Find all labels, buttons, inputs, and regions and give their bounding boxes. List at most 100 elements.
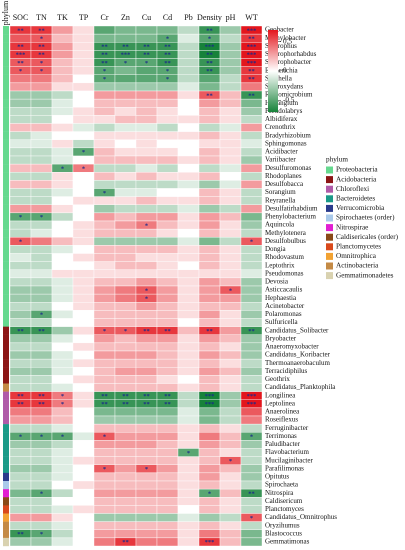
significance-label: ** bbox=[143, 44, 150, 51]
row-label: Rhodovastum bbox=[265, 253, 304, 261]
heat-cell bbox=[135, 521, 158, 530]
heat-cell bbox=[9, 293, 32, 303]
heat-cell bbox=[51, 383, 74, 392]
heat-cell bbox=[177, 212, 200, 222]
heat-cell bbox=[198, 163, 221, 173]
significance-label: * bbox=[250, 515, 253, 522]
significance-label: *** bbox=[247, 60, 257, 67]
heat-cell bbox=[51, 123, 74, 132]
heat-cell bbox=[72, 155, 95, 165]
heat-cell bbox=[9, 537, 32, 547]
heat-cell bbox=[219, 293, 242, 303]
heat-cell bbox=[219, 383, 242, 392]
heat-cell bbox=[72, 188, 95, 197]
row-label: Ferruginibacter bbox=[265, 424, 309, 432]
phylum-strip bbox=[3, 505, 9, 514]
heat-cell bbox=[93, 98, 116, 108]
legend-label: Proteobacteria bbox=[336, 166, 378, 174]
heat-cell bbox=[177, 25, 200, 35]
row-label: Crenothrix bbox=[265, 123, 296, 131]
row-label: Leptolinea bbox=[265, 399, 296, 407]
heat-cell bbox=[51, 513, 74, 522]
heat-cell bbox=[51, 472, 74, 482]
heat-cell bbox=[135, 472, 158, 482]
heat-cell bbox=[240, 115, 263, 124]
heat-cell bbox=[114, 123, 137, 132]
heat-cell bbox=[198, 383, 221, 392]
heat-cell bbox=[93, 440, 116, 449]
heat-cell bbox=[240, 188, 263, 197]
heat-cell bbox=[51, 50, 74, 59]
heat-cell bbox=[219, 147, 242, 157]
heat-cell bbox=[177, 415, 200, 425]
heat-cell bbox=[156, 285, 179, 295]
heat-cell bbox=[30, 115, 53, 124]
heat-cell bbox=[219, 367, 242, 376]
heat-cell bbox=[72, 212, 95, 222]
heat-cell bbox=[114, 115, 137, 124]
significance-label: ** bbox=[164, 44, 171, 51]
heat-cell bbox=[93, 537, 116, 547]
significance-label: * bbox=[40, 68, 43, 75]
heat-cell bbox=[72, 505, 95, 514]
significance-label: * bbox=[250, 434, 253, 441]
heat-cell bbox=[156, 432, 179, 441]
heat-cell bbox=[51, 131, 74, 140]
heat-cell bbox=[240, 82, 263, 92]
heat-cell bbox=[114, 448, 137, 457]
heat-cell bbox=[219, 375, 242, 384]
heat-cell bbox=[219, 521, 242, 530]
heat-cell bbox=[30, 253, 53, 262]
heat-cell bbox=[9, 383, 32, 392]
heat-cell bbox=[51, 407, 74, 417]
phylum-strip bbox=[3, 326, 9, 335]
heat-cell bbox=[93, 367, 116, 376]
heat-cell bbox=[135, 82, 158, 92]
heat-cell bbox=[51, 326, 74, 335]
row-label: Sideroxydans bbox=[265, 83, 303, 91]
phylum-strip bbox=[3, 359, 9, 368]
heat-cell bbox=[156, 98, 179, 108]
heat-cell bbox=[30, 456, 53, 465]
heat-cell bbox=[177, 261, 200, 270]
heat-cell bbox=[198, 204, 221, 214]
heat-cell bbox=[72, 277, 95, 287]
heat-cell bbox=[72, 107, 95, 116]
heat-cell bbox=[177, 196, 200, 205]
heat-cell bbox=[114, 180, 137, 189]
heat-cell bbox=[177, 505, 200, 514]
heat-cell bbox=[177, 472, 200, 482]
heat-cell bbox=[156, 375, 179, 384]
column-label: Cd bbox=[163, 13, 172, 22]
row-label: Desulfuromonas bbox=[265, 164, 312, 172]
heat-cell bbox=[9, 375, 32, 384]
heat-cell bbox=[51, 220, 74, 230]
column-label: TK bbox=[57, 13, 68, 22]
heat-cell bbox=[219, 25, 242, 35]
heat-cell bbox=[219, 196, 242, 205]
heat-cell bbox=[198, 367, 221, 376]
heat-cell bbox=[177, 90, 200, 100]
heat-cell bbox=[30, 407, 53, 417]
heat-cell bbox=[240, 261, 263, 270]
significance-label: * bbox=[145, 222, 148, 229]
heat-cell bbox=[240, 464, 263, 474]
heat-cell bbox=[30, 342, 53, 352]
heat-cell bbox=[72, 82, 95, 92]
phylum-strip bbox=[3, 456, 9, 465]
significance-label: ** bbox=[206, 92, 213, 99]
heat-cell bbox=[30, 334, 53, 344]
phylum-strip bbox=[3, 164, 9, 173]
phylum-strip bbox=[3, 464, 9, 474]
heat-cell bbox=[177, 537, 200, 547]
heat-cell bbox=[30, 383, 53, 392]
significance-label: * bbox=[250, 239, 253, 246]
significance-label: ** bbox=[38, 52, 45, 59]
significance-label: ** bbox=[38, 27, 45, 34]
heat-cell bbox=[93, 277, 116, 287]
row-label: Reyranella bbox=[265, 196, 296, 204]
heat-cell bbox=[93, 204, 116, 214]
significance-label: ** bbox=[248, 76, 255, 83]
legend-label: Verrucomicrobia bbox=[336, 204, 385, 212]
